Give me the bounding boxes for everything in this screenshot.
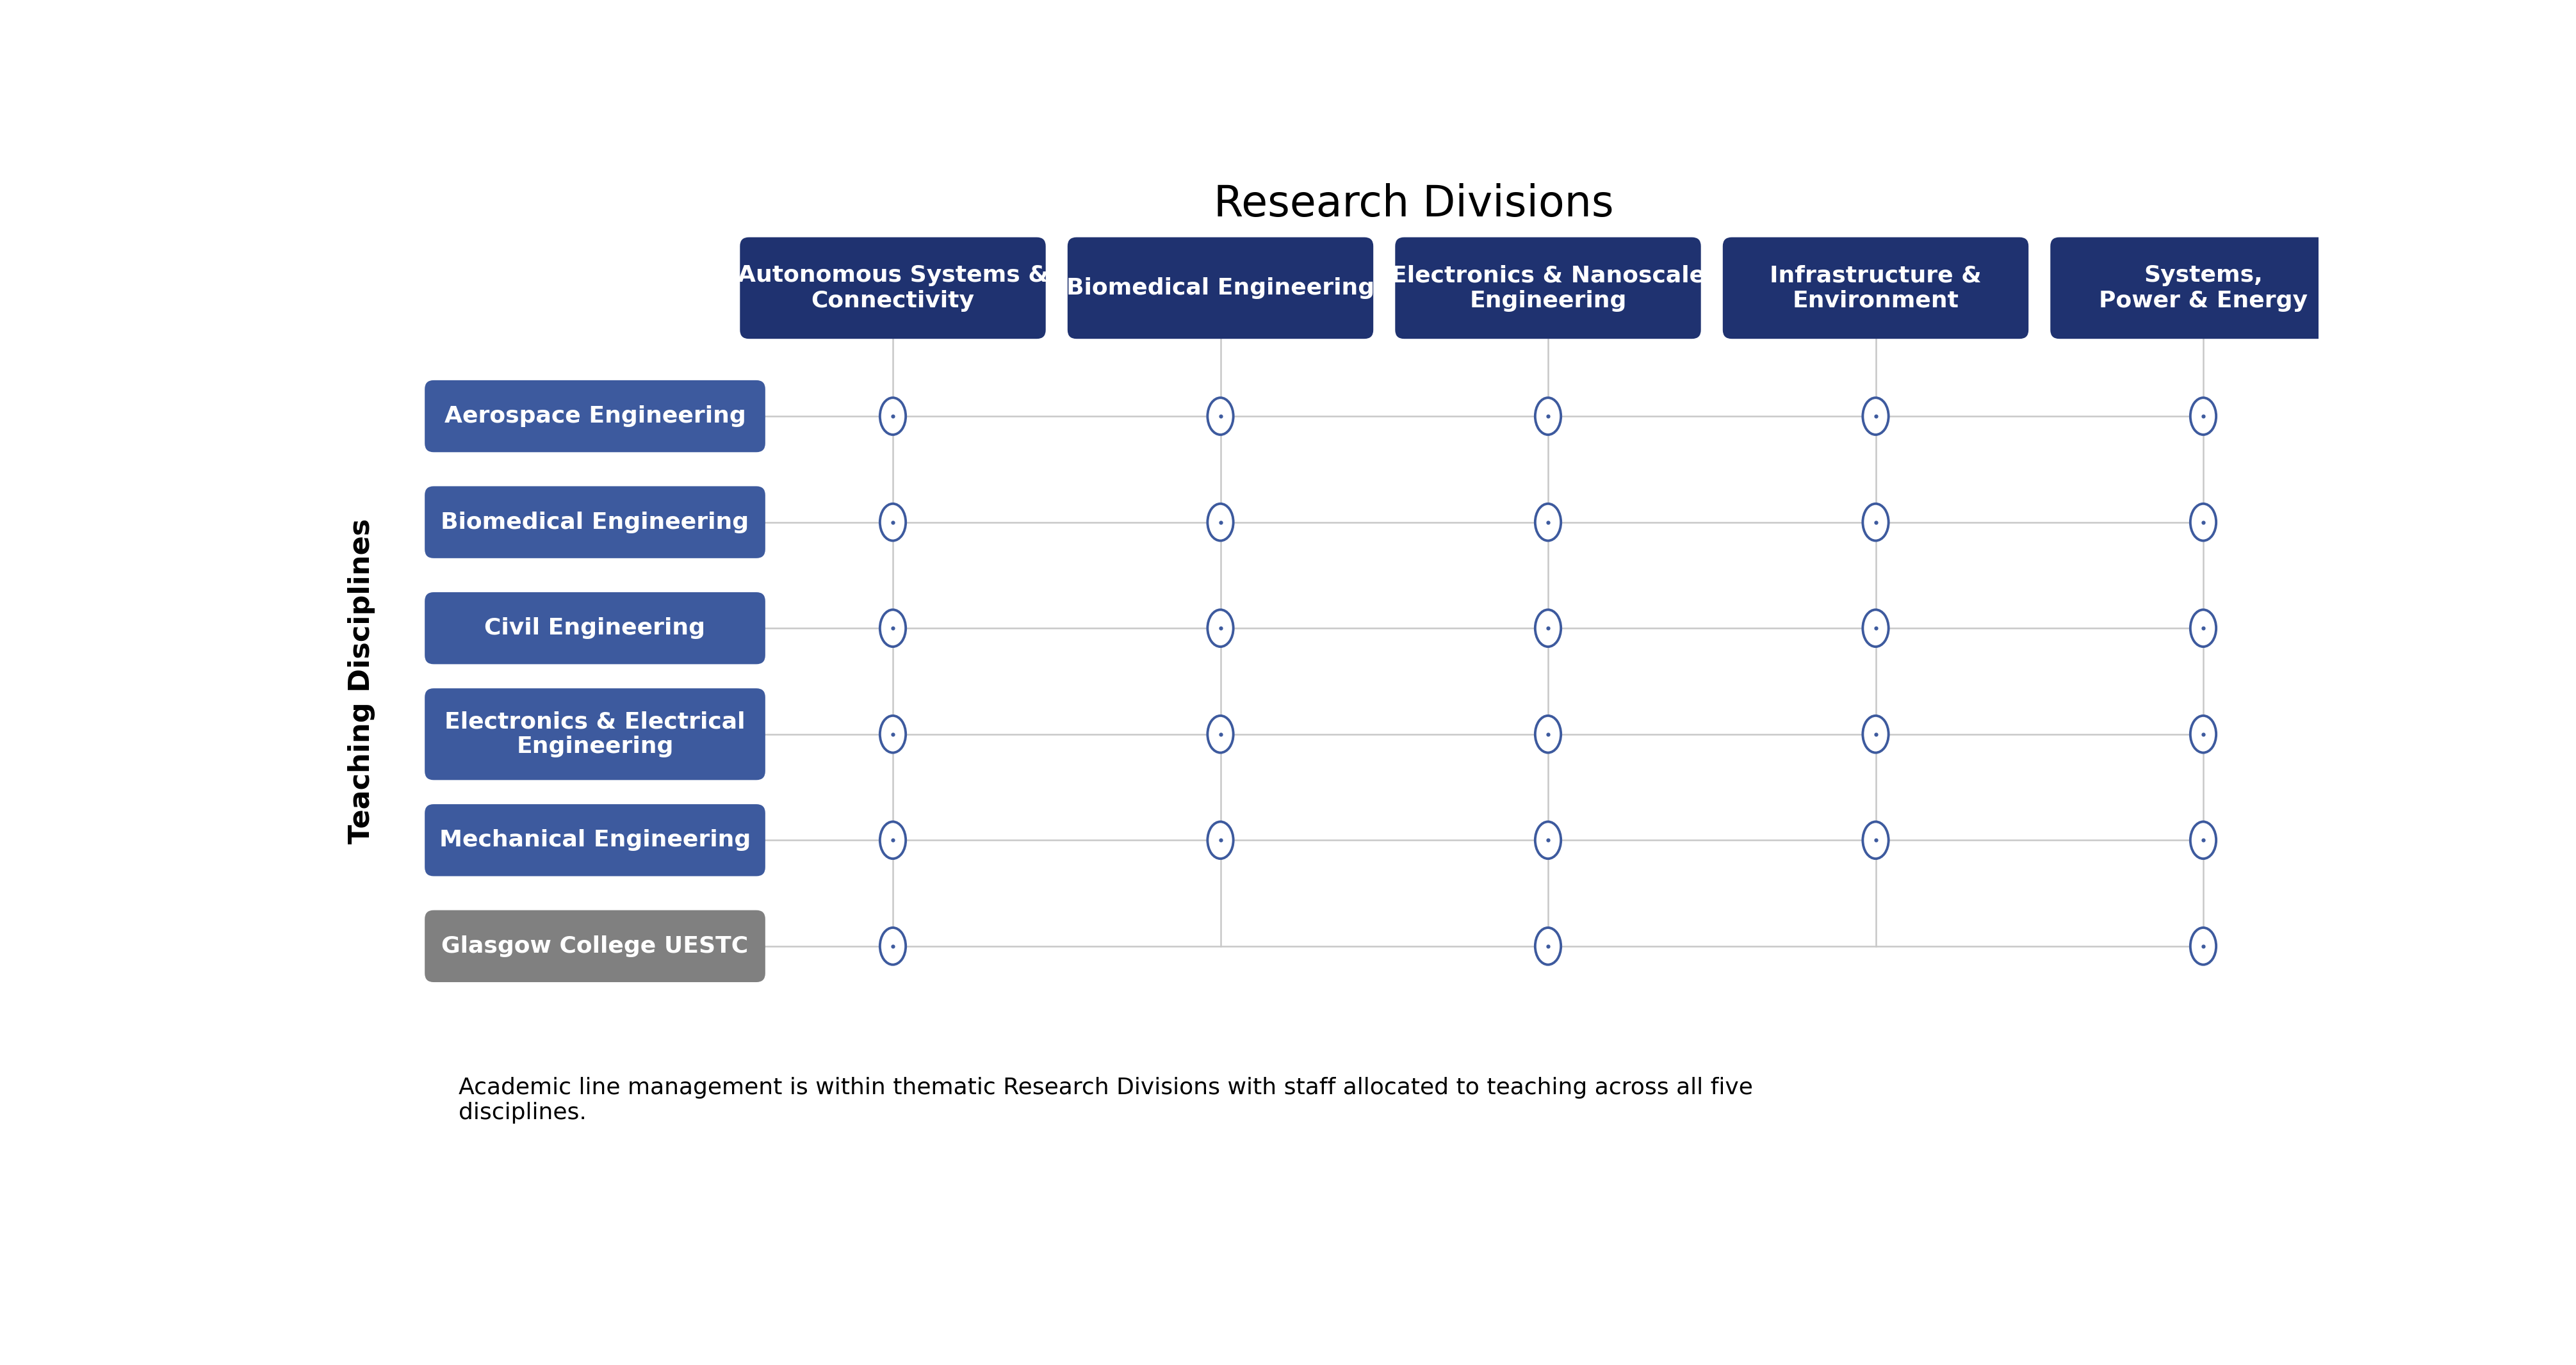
Ellipse shape: [1862, 397, 1888, 434]
Ellipse shape: [881, 397, 907, 434]
Ellipse shape: [1535, 928, 1561, 965]
Ellipse shape: [2190, 504, 2215, 541]
Text: Biomedical Engineering: Biomedical Engineering: [440, 512, 750, 534]
Ellipse shape: [881, 504, 907, 541]
FancyBboxPatch shape: [1066, 238, 1373, 339]
FancyBboxPatch shape: [1396, 238, 1700, 339]
FancyBboxPatch shape: [739, 238, 1046, 339]
Text: Academic line management is within thematic Research Divisions with staff alloca: Academic line management is within thema…: [459, 1077, 1752, 1123]
Ellipse shape: [881, 822, 907, 859]
FancyBboxPatch shape: [425, 804, 765, 876]
Text: Electronics & Electrical
Engineering: Electronics & Electrical Engineering: [446, 711, 744, 758]
Text: Autonomous Systems &
Connectivity: Autonomous Systems & Connectivity: [737, 265, 1048, 311]
FancyBboxPatch shape: [1723, 238, 2027, 339]
Text: Infrastructure &
Environment: Infrastructure & Environment: [1770, 265, 1981, 311]
Ellipse shape: [2190, 397, 2215, 434]
Text: Research Divisions: Research Divisions: [1213, 183, 1615, 225]
Ellipse shape: [2190, 610, 2215, 647]
FancyBboxPatch shape: [425, 381, 765, 452]
Ellipse shape: [1208, 822, 1234, 859]
Ellipse shape: [1862, 504, 1888, 541]
Ellipse shape: [2190, 928, 2215, 965]
Ellipse shape: [1535, 610, 1561, 647]
Text: Electronics & Nanoscale
Engineering: Electronics & Nanoscale Engineering: [1391, 265, 1705, 311]
FancyBboxPatch shape: [425, 486, 765, 558]
FancyBboxPatch shape: [2050, 238, 2357, 339]
Text: Civil Engineering: Civil Engineering: [484, 617, 706, 639]
FancyBboxPatch shape: [425, 592, 765, 665]
Ellipse shape: [881, 715, 907, 752]
Text: Aerospace Engineering: Aerospace Engineering: [443, 405, 747, 427]
Text: Mechanical Engineering: Mechanical Engineering: [440, 830, 750, 850]
Ellipse shape: [881, 928, 907, 965]
Text: Systems,
Power & Energy: Systems, Power & Energy: [2099, 265, 2308, 311]
Ellipse shape: [1208, 397, 1234, 434]
Ellipse shape: [1535, 397, 1561, 434]
Ellipse shape: [1535, 715, 1561, 752]
Ellipse shape: [1535, 822, 1561, 859]
Ellipse shape: [1862, 610, 1888, 647]
Text: Teaching Disciplines: Teaching Disciplines: [348, 519, 376, 844]
Text: Biomedical Engineering: Biomedical Engineering: [1066, 277, 1376, 299]
Ellipse shape: [1208, 715, 1234, 752]
Ellipse shape: [881, 610, 907, 647]
Ellipse shape: [2190, 715, 2215, 752]
Ellipse shape: [2190, 822, 2215, 859]
Text: Glasgow College UESTC: Glasgow College UESTC: [440, 935, 750, 957]
FancyBboxPatch shape: [425, 910, 765, 983]
Ellipse shape: [1208, 504, 1234, 541]
Ellipse shape: [1862, 822, 1888, 859]
Ellipse shape: [1535, 504, 1561, 541]
Ellipse shape: [1208, 610, 1234, 647]
FancyBboxPatch shape: [425, 688, 765, 779]
Ellipse shape: [1862, 715, 1888, 752]
